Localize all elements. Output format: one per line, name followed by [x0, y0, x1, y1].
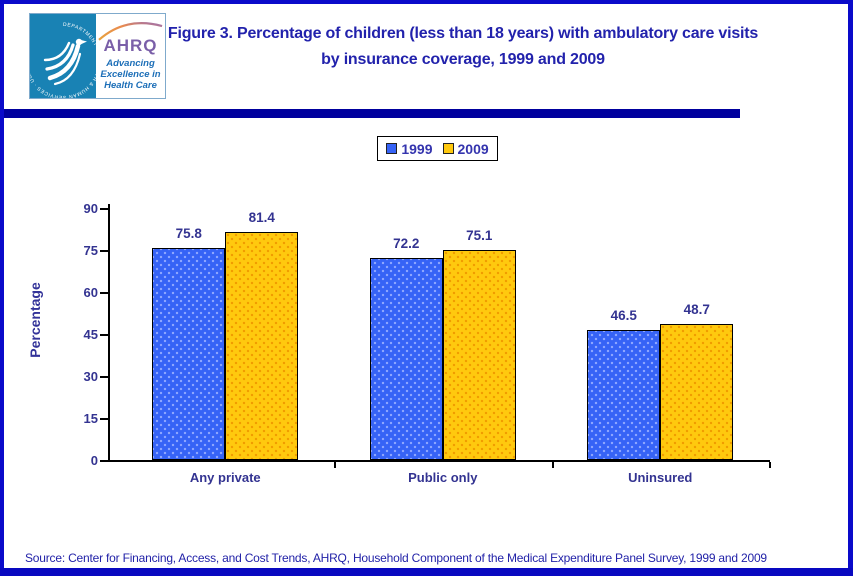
hhs-eagle-icon: DEPARTMENT OF HEALTH & HUMAN SERVICES · … — [30, 22, 96, 98]
legend-label-1999: 1999 — [401, 140, 433, 157]
ahrq-logo: DEPARTMENT OF HEALTH & HUMAN SERVICES · … — [29, 13, 166, 99]
x-axis — [108, 460, 770, 462]
frame-border-right — [848, 0, 853, 576]
bar-value-label: 75.1 — [466, 228, 493, 243]
chart-legend: 1999 2009 — [377, 136, 498, 161]
source-note: Source: Center for Financing, Access, an… — [25, 551, 767, 565]
ahrq-arc-icon — [98, 22, 163, 41]
y-axis-tick — [100, 250, 108, 252]
legend-swatch-1999-icon — [386, 143, 398, 154]
x-axis-tick — [334, 462, 336, 468]
y-axis-tick-label: 0 — [90, 453, 98, 468]
header-divider — [4, 109, 740, 118]
y-axis-title: Percentage — [27, 282, 43, 358]
legend-label-2009: 2009 — [457, 140, 489, 157]
footer-bar — [0, 568, 853, 576]
bar-1999-public-only — [369, 258, 443, 460]
x-axis-tick — [551, 462, 554, 468]
category-label: Any private — [189, 470, 261, 485]
y-axis-tick-label: 75 — [83, 243, 98, 258]
ahrq-wordmark-panel: AHRQ Advancing Excellence in Health Care — [96, 14, 165, 98]
bar-value-label: 75.8 — [175, 226, 202, 241]
bar-2009-uninsured — [660, 324, 734, 460]
bar-2009-public-only — [442, 250, 516, 460]
category-label: Uninsured — [628, 470, 693, 485]
y-axis-tick — [100, 208, 108, 210]
ahrq-tagline: Advancing Excellence in Health Care — [96, 58, 165, 91]
category-label: Public only — [408, 470, 478, 485]
y-axis-tick-label: 45 — [83, 327, 98, 342]
bar-value-label: 81.4 — [248, 210, 275, 225]
frame-border-left — [0, 0, 4, 576]
bar-value-label: 48.7 — [683, 302, 710, 317]
y-axis-tick — [100, 334, 108, 336]
hhs-seal: DEPARTMENT OF HEALTH & HUMAN SERVICES · … — [30, 14, 96, 98]
bar-value-label: 72.2 — [393, 236, 420, 251]
y-axis-tick — [100, 418, 108, 420]
tagline-line: Advancing — [106, 58, 155, 69]
bar-1999-uninsured — [587, 330, 661, 460]
tagline-line: Excellence in — [100, 69, 161, 80]
y-axis-tick — [100, 376, 108, 378]
bar-value-label: 46.5 — [610, 308, 637, 323]
figure-title: Figure 3. Percentage of children (less t… — [167, 25, 759, 68]
y-axis-tick-label: 15 — [83, 411, 98, 426]
legend-swatch-2009-icon — [442, 143, 454, 154]
y-axis-tick-label: 30 — [83, 369, 98, 384]
tagline-line: Health Care — [104, 80, 157, 91]
legend-item-1999: 1999 — [386, 140, 433, 157]
y-axis-tick-label: 90 — [83, 201, 98, 216]
x-axis-tick — [769, 462, 771, 468]
y-axis — [108, 204, 110, 462]
y-axis-tick — [100, 460, 108, 462]
legend-item-2009: 2009 — [442, 140, 489, 157]
y-axis-tick — [100, 292, 108, 294]
y-axis-tick-label: 60 — [83, 285, 98, 300]
bar-2009-any-private — [225, 232, 299, 460]
ahrq-wordmark: AHRQ — [103, 36, 158, 55]
bar-1999-any-private — [152, 248, 226, 460]
frame-border-top — [0, 0, 853, 4]
